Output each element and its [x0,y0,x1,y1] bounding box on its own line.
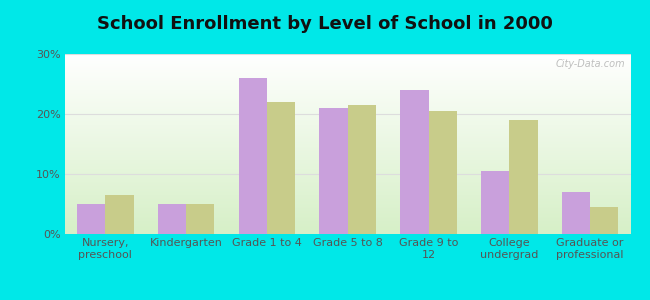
Bar [105,195,134,234]
Bar [186,204,214,234]
Bar [400,90,428,234]
Bar [428,111,457,234]
Bar [348,105,376,234]
Text: School Enrollment by Level of School in 2000: School Enrollment by Level of School in … [97,15,553,33]
Bar [320,108,348,234]
Bar [481,171,510,234]
Text: City-Data.com: City-Data.com [555,59,625,69]
Bar [590,207,618,234]
Bar [77,204,105,234]
Bar [239,78,267,234]
Bar [510,120,538,234]
Bar [158,204,186,234]
Bar [267,102,295,234]
Bar [562,192,590,234]
